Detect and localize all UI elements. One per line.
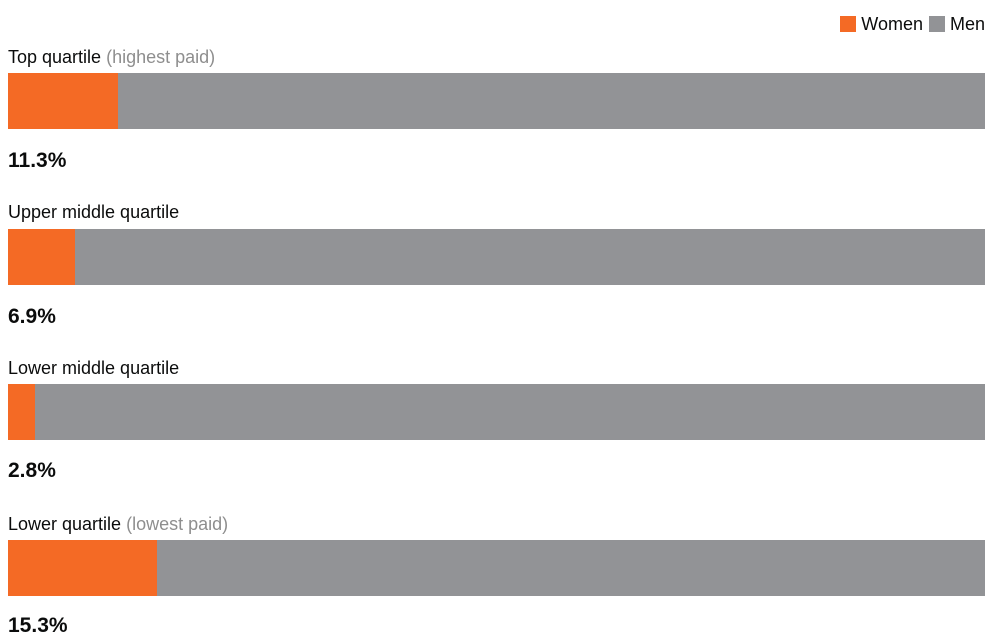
bar-segment-men xyxy=(75,229,985,285)
bar-segment-women xyxy=(8,73,119,129)
quartile-label-note: (lowest paid) xyxy=(126,514,229,534)
stacked-bar xyxy=(8,384,985,440)
bar-segment-men xyxy=(35,384,985,440)
quartile-label-main: Lower quartile xyxy=(8,514,122,534)
women-percentage-label: 6.9% xyxy=(8,305,56,328)
chart-legend: Women Men xyxy=(834,12,985,36)
legend-item-women: Women xyxy=(840,12,923,36)
quartile-label: Lower middle quartile xyxy=(8,356,179,380)
women-percentage-label: 11.3% xyxy=(8,149,67,172)
legend-label-men: Men xyxy=(949,14,985,34)
quartile-label: Lower quartile (lowest paid) xyxy=(8,512,228,536)
quartile-label-main: Top quartile xyxy=(8,47,102,67)
quartile-label-note: (highest paid) xyxy=(106,47,216,67)
legend-label-women: Women xyxy=(861,14,923,34)
quartile-label: Upper middle quartile xyxy=(8,200,179,224)
legend-swatch-men xyxy=(928,16,945,32)
legend-item-men: Men xyxy=(928,12,985,36)
bar-segment-women xyxy=(8,540,158,596)
bar-segment-men xyxy=(118,73,985,129)
stacked-bar xyxy=(8,73,985,129)
bar-segment-women xyxy=(8,229,76,285)
legend-swatch-women xyxy=(840,16,857,32)
women-percentage-label: 15.3% xyxy=(8,614,68,637)
quartile-label: Top quartile (highest paid) xyxy=(8,45,215,69)
women-percentage-label: 2.8% xyxy=(8,459,56,482)
quartile-label-main: Lower middle quartile xyxy=(8,358,180,378)
bar-segment-women xyxy=(8,384,36,440)
stacked-bar xyxy=(8,540,985,596)
bar-segment-men xyxy=(157,540,985,596)
quartile-label-main: Upper middle quartile xyxy=(8,202,180,222)
stacked-bar xyxy=(8,229,985,285)
